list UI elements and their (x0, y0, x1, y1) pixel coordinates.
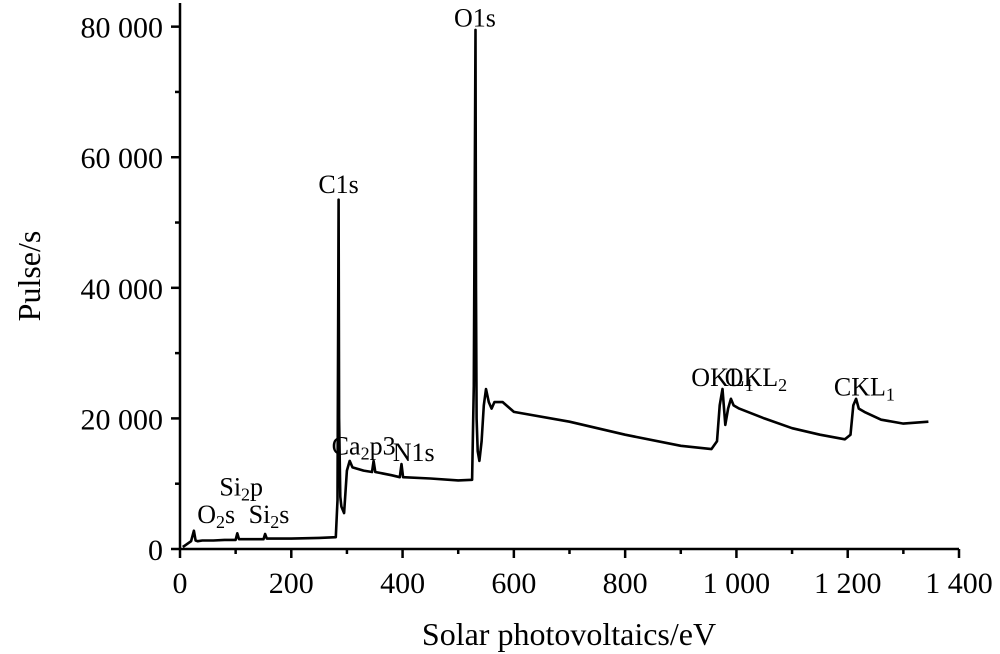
y-tick-label: 80 000 (81, 12, 164, 45)
peak-label: O2s (197, 500, 235, 532)
y-tick-label: 40 000 (81, 273, 164, 306)
x-tick-label: 1 200 (814, 567, 882, 600)
x-axis-title: Solar photovoltaics/eV (422, 616, 716, 652)
x-tick-label: 400 (380, 567, 425, 600)
x-tick-label: 600 (491, 567, 536, 600)
x-tick-label: 1 400 (925, 567, 993, 600)
peak-label: Si2p (219, 472, 263, 504)
y-tick-label: 0 (148, 534, 163, 567)
spectrum-line (182, 28, 929, 549)
axes (178, 3, 959, 551)
peak-label: Si2s (249, 500, 290, 532)
peak-label: CKL1 (834, 373, 895, 405)
x-tick-label: 200 (269, 567, 314, 600)
x-tick-label: 1 000 (703, 567, 771, 600)
peak-label: N1s (393, 438, 435, 467)
x-tick-label: 800 (603, 567, 648, 600)
peak-label: O1s (454, 4, 496, 33)
peak-label: OKL2 (725, 363, 787, 395)
y-axis-title: Pulse/s (11, 231, 47, 322)
y-tick-label: 60 000 (81, 142, 164, 175)
peak-label: Ca2p3 (332, 431, 396, 463)
peak-label: OKL1 (691, 363, 753, 395)
x-tick-label: 0 (173, 567, 188, 600)
y-tick-label: 20 000 (81, 403, 164, 436)
x-ticks: 0 200 400 600 800 1 000 1 200 1 400 (173, 549, 993, 600)
plot-area (182, 28, 929, 549)
peak-label: C1s (318, 170, 358, 199)
y-ticks: 0 20 000 40 000 60 000 80 000 (81, 12, 180, 567)
